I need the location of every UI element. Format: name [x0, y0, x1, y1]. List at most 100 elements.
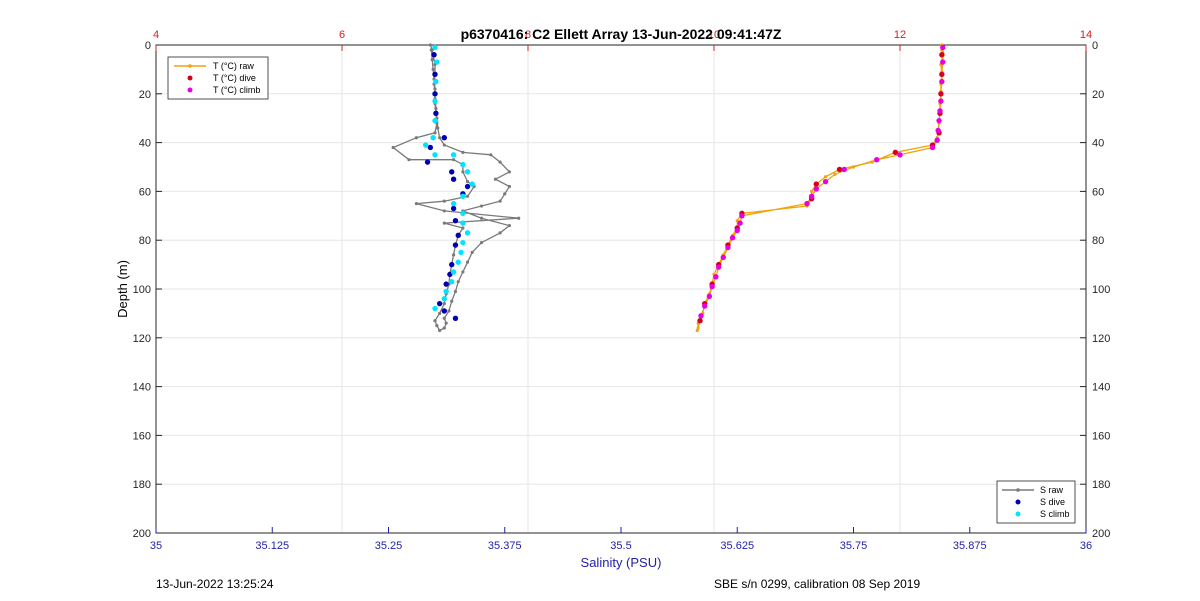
data-point-s-raw: [429, 48, 433, 52]
data-point-t-c-climb: [822, 178, 829, 185]
chart-title: p6370416: C2 Ellett Array 13-Jun-2022 09…: [461, 26, 782, 42]
tick-label-depth-right: 180: [1092, 479, 1110, 491]
data-point-t-c-climb: [739, 213, 745, 219]
data-point-t-c-dive: [892, 149, 899, 156]
tick-label-temperature: 8: [525, 29, 531, 41]
footer-timestamp: 13-Jun-2022 13:25:24: [156, 577, 274, 591]
data-point-s-raw: [442, 199, 446, 203]
legend-item-t-raw: T (°C) raw: [174, 61, 254, 71]
data-point-t-c-dive: [939, 71, 945, 77]
data-point-s-raw: [507, 170, 511, 174]
data-point-t-c-climb: [698, 313, 704, 319]
axis-ticks: 0 0 20 20 40 40 60 60 80 80 100 100 120 120 140 140 160 1…: [133, 29, 1111, 552]
data-point-t-c-raw: [870, 160, 874, 164]
data-point-s-raw: [442, 302, 446, 306]
data-point-s-dive: [455, 232, 461, 239]
data-point-s-raw: [442, 221, 446, 225]
data-point-t-c-climb: [706, 293, 713, 300]
tick-label-salinity: 35.75: [840, 540, 868, 552]
data-point-t-c-climb: [734, 227, 740, 234]
data-point-t-c-raw: [851, 165, 856, 169]
data-point-s-raw: [461, 270, 465, 274]
data-point-s-raw: [442, 316, 446, 320]
data-point-t-c-climb: [841, 166, 847, 173]
tick-label-salinity: 35.875: [953, 540, 987, 552]
data-point-s-raw: [452, 158, 456, 162]
data-point-s-dive: [464, 183, 471, 190]
tick-label-salinity: 35: [150, 540, 162, 552]
data-point-t-c-climb: [709, 283, 715, 290]
legend-temperature: T (°C) raw T (°C) dive T (°C) climb: [167, 56, 269, 100]
tick-label-salinity: 36: [1080, 540, 1092, 552]
footer-calibration: SBE s/n 0299, calibration 08 Sep 2019: [714, 577, 921, 591]
data-point-s-raw: [470, 250, 474, 254]
legend-label-t-climb: T (°C) climb: [213, 85, 260, 95]
series-t-c-dive: [697, 52, 945, 324]
tick-label-depth-right: 60: [1092, 186, 1104, 198]
data-point-s-raw: [452, 253, 456, 257]
tick-label-depth-right: 160: [1092, 430, 1110, 442]
data-point-t-c-climb: [729, 235, 736, 241]
tick-label-depth-left: 60: [139, 186, 151, 198]
data-point-t-c-raw: [695, 328, 699, 333]
data-point-s-climb: [464, 169, 471, 175]
data-point-s-dive: [436, 300, 443, 307]
tick-label-salinity: 35.375: [488, 540, 522, 552]
series-s-climb: [423, 44, 475, 312]
data-point-s-raw: [498, 231, 502, 235]
data-point-t-c-climb: [936, 117, 942, 124]
data-point-s-raw: [465, 194, 470, 198]
legend-item-s-climb: S climb: [1015, 509, 1070, 519]
data-point-s-climb: [460, 239, 466, 246]
data-point-s-dive: [449, 169, 455, 175]
tick-label-depth-right: 140: [1092, 382, 1110, 394]
data-point-s-raw: [442, 209, 446, 213]
legend-label-t-dive: T (°C) dive: [213, 73, 256, 83]
series-t-c-climb: [698, 44, 946, 319]
data-point-s-dive: [441, 308, 447, 314]
data-point-s-climb: [450, 200, 457, 207]
legend-item-s-raw: S raw: [1002, 485, 1064, 495]
data-point-t-c-climb: [874, 156, 880, 163]
data-point-s-raw: [450, 299, 454, 303]
tick-label-depth-right: 100: [1092, 284, 1110, 296]
tick-label-depth-right: 80: [1092, 235, 1104, 247]
data-point-s-raw: [438, 311, 442, 315]
data-point-s-raw: [442, 143, 446, 147]
data-point-s-raw: [479, 204, 484, 208]
tick-label-salinity: 35.5: [610, 540, 631, 552]
data-point-t-c-climb: [939, 78, 945, 85]
data-point-s-raw: [433, 319, 437, 323]
series-layer: [391, 43, 946, 333]
data-point-t-c-raw: [824, 175, 828, 179]
data-point-s-climb: [455, 259, 461, 265]
data-point-t-c-climb: [934, 137, 940, 143]
tick-label-depth-right: 20: [1092, 89, 1104, 101]
tick-label-salinity: 35.25: [375, 540, 403, 552]
legend-item-t-dive: T (°C) dive: [187, 73, 256, 83]
y-axis-title: Depth (m): [115, 260, 130, 318]
data-point-s-raw: [438, 328, 442, 333]
data-point-s-climb: [460, 210, 466, 217]
data-point-t-c-climb: [938, 98, 944, 104]
data-point-s-climb: [450, 152, 457, 158]
data-point-s-raw: [465, 180, 470, 184]
data-point-s-dive: [443, 281, 449, 287]
tick-label-depth-left: 160: [133, 430, 151, 442]
data-point-s-raw: [434, 106, 438, 111]
data-point-s-climb: [432, 152, 438, 158]
data-point-s-climb: [450, 269, 457, 275]
data-point-s-raw: [447, 309, 451, 313]
data-point-s-dive: [452, 315, 459, 321]
data-point-t-c-climb: [702, 303, 708, 309]
data-point-s-raw: [465, 260, 470, 264]
data-point-s-climb: [449, 278, 455, 285]
data-point-t-c-climb: [808, 193, 815, 199]
data-point-s-dive: [432, 91, 438, 97]
data-point-s-raw: [433, 87, 437, 91]
data-point-s-raw: [453, 289, 458, 294]
data-point-s-climb: [458, 249, 464, 256]
data-point-s-raw: [498, 160, 502, 164]
tick-label-temperature: 4: [153, 29, 159, 41]
data-point-s-dive: [450, 176, 457, 182]
